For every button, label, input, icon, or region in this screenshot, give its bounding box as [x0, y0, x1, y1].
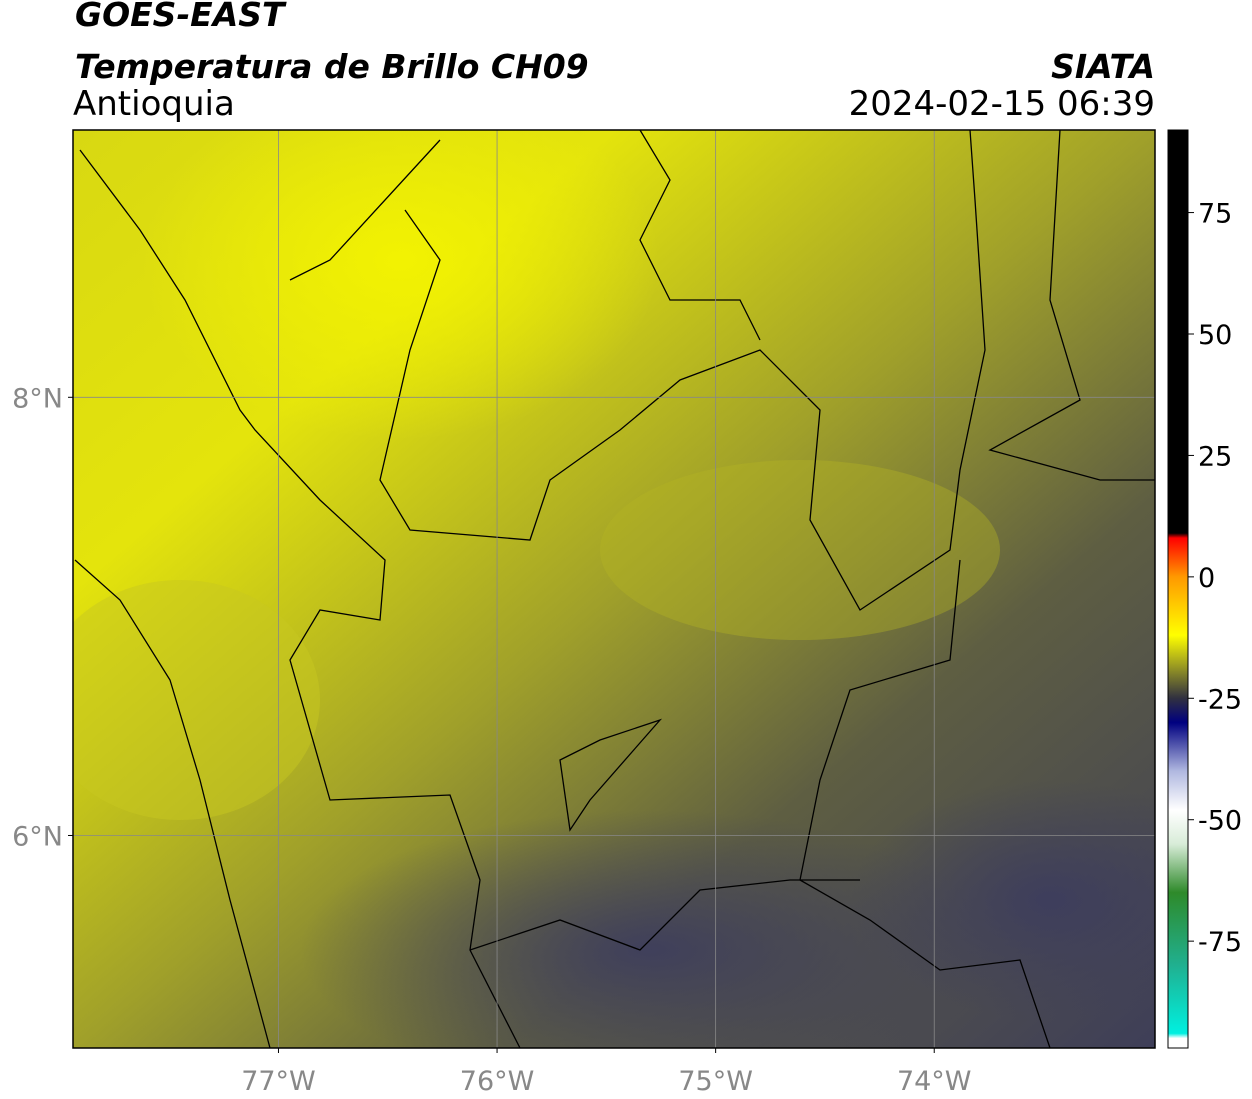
- y-tick-label: 6°N: [12, 821, 63, 852]
- map-frame: [72, 129, 1156, 1049]
- map-image: [73, 130, 1155, 1048]
- colorbar-tick-label: -50: [1198, 806, 1242, 837]
- colorbar-tick-label: -75: [1198, 927, 1242, 958]
- colorbar-tick-label: -25: [1198, 684, 1242, 715]
- boundaries: [74, 130, 1155, 1048]
- x-tick-label: 74°W: [897, 1066, 972, 1097]
- source: SIATA: [1051, 47, 1155, 86]
- colorbar: [1167, 129, 1189, 1049]
- title: GOES-EAST: [75, 0, 287, 34]
- x-tick-label: 77°W: [241, 1066, 316, 1097]
- x-tick-label: 76°W: [460, 1066, 535, 1097]
- x-tick-label: 75°W: [678, 1066, 753, 1097]
- y-tick-label: 8°N: [12, 383, 63, 414]
- colorbar-tick-label: 0: [1198, 563, 1215, 594]
- colorbar-tick-label: 50: [1198, 320, 1232, 351]
- subtitle: Temperatura de Brillo CH09: [75, 47, 589, 86]
- colorbar-tick-label: 25: [1198, 441, 1232, 472]
- datetime: 2024-02-15 06:39: [849, 84, 1155, 124]
- region: Antioquia: [73, 84, 235, 124]
- colorbar-tick-label: 75: [1198, 199, 1232, 230]
